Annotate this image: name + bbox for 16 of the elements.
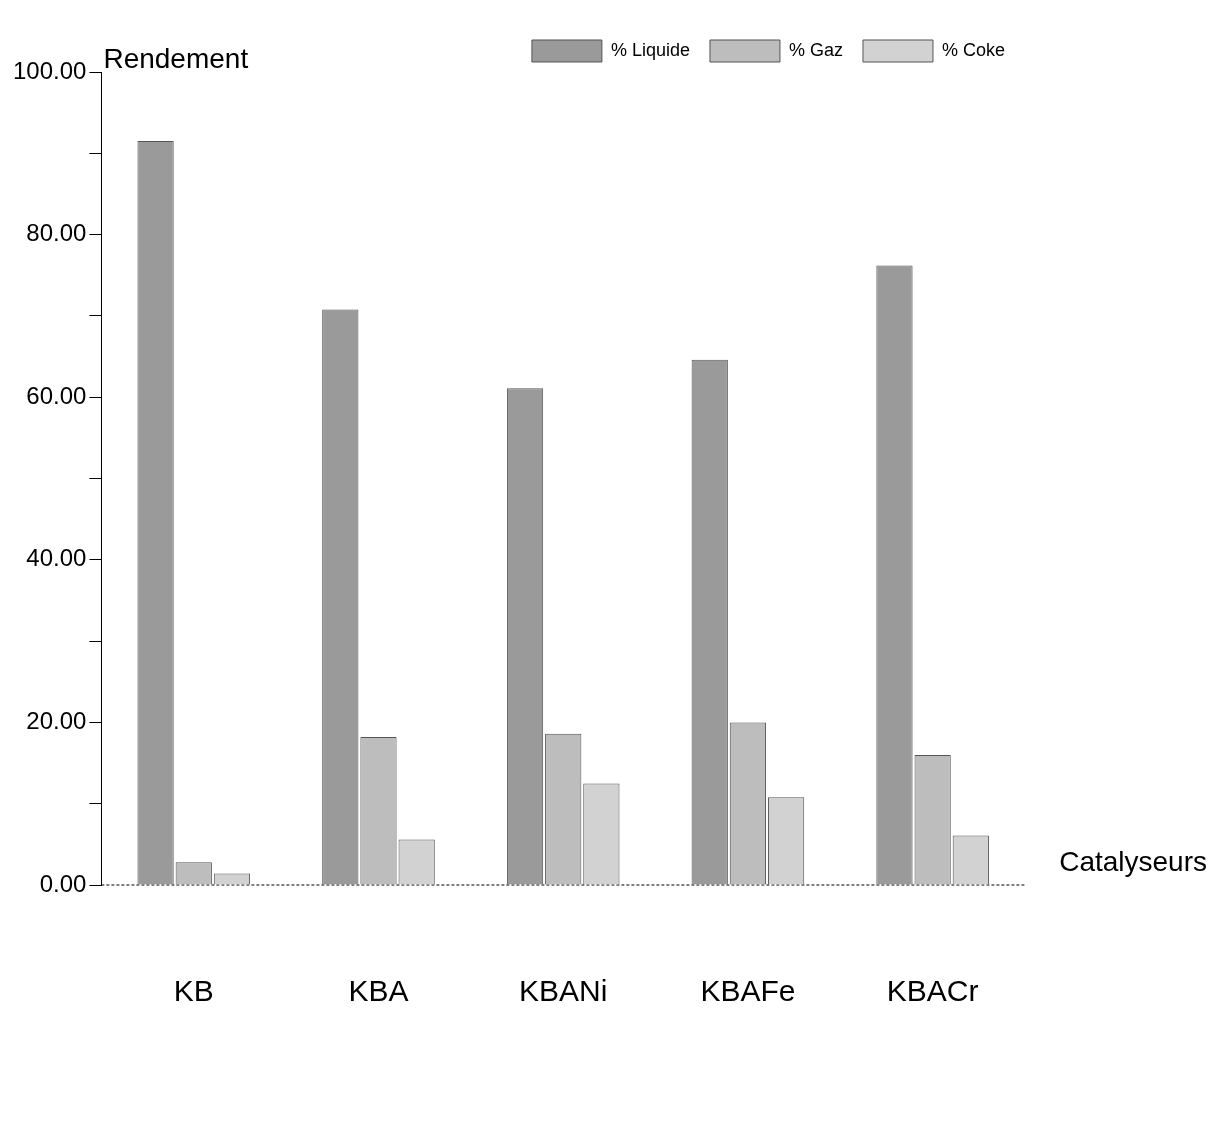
x-tick-label: KBANi: [519, 974, 608, 1008]
x-tick-label: KBA: [348, 974, 409, 1008]
legend-label: % Coke: [941, 39, 1005, 60]
y-tick-label: 80.00: [26, 219, 87, 247]
y-tick-label: 40.00: [26, 544, 87, 572]
y-tick-label: 100.00: [13, 56, 87, 84]
y-tick-label: 20.00: [26, 707, 87, 735]
y-tick-label: 60.00: [26, 381, 87, 409]
y-axis-title: Rendement: [103, 42, 249, 74]
x-tick-label: KBACr: [886, 974, 979, 1008]
x-tick-label: KB: [173, 974, 214, 1008]
y-tick-label: 0.00: [39, 869, 87, 897]
x-tick-label: KBAFe: [700, 974, 796, 1008]
x-axis-title: Catalyseurs: [1059, 845, 1207, 877]
legend-label: % Gaz: [788, 39, 843, 60]
legend-label: % Liquide: [610, 39, 690, 60]
